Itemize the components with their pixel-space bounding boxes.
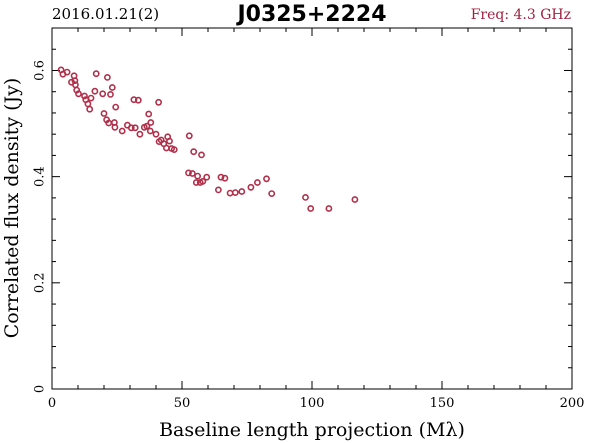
data-point xyxy=(351,196,359,203)
x-tick-label: 100 xyxy=(300,396,325,411)
data-point xyxy=(214,186,222,194)
data-point xyxy=(226,189,234,197)
data-point xyxy=(147,119,155,126)
x-axis-label: Baseline length projection (Mλ) xyxy=(159,419,465,441)
data-point xyxy=(194,172,201,180)
plot-frame xyxy=(51,27,573,390)
chart-title: J0325+2224 xyxy=(235,2,386,27)
data-point xyxy=(268,190,276,197)
data-point xyxy=(217,173,225,181)
data-point xyxy=(92,70,100,78)
data-point xyxy=(71,77,79,84)
data-point xyxy=(100,110,108,117)
data-point xyxy=(127,124,135,132)
data-point xyxy=(63,68,71,76)
data-point xyxy=(190,148,198,156)
data-point xyxy=(99,90,107,98)
y-tick-label: 0.4 xyxy=(33,166,48,187)
data-point xyxy=(104,74,111,81)
data-point xyxy=(134,96,142,104)
data-point xyxy=(131,124,139,132)
data-point xyxy=(166,137,173,145)
data-point xyxy=(185,132,193,140)
data-point xyxy=(198,151,205,159)
data-point xyxy=(75,90,82,98)
x-tick-label: 150 xyxy=(430,396,455,411)
x-tick-label: 50 xyxy=(174,396,191,411)
data-point xyxy=(199,177,207,185)
data-point xyxy=(86,105,94,113)
data-point xyxy=(238,188,246,195)
data-point xyxy=(221,174,229,182)
data-point xyxy=(91,87,99,95)
data-point xyxy=(107,91,114,98)
data-point xyxy=(105,119,113,127)
data-point xyxy=(325,205,333,212)
data-point xyxy=(146,127,154,135)
data-point xyxy=(307,205,315,212)
x-tick-label: 200 xyxy=(560,396,585,411)
tick-labels: 0 50 100 150 200 0 0.2 0.4 0.6 xyxy=(33,60,585,411)
data-point xyxy=(118,127,126,135)
observation-date: 2016.01.21(2) xyxy=(52,5,159,23)
y-tick-label: 0.2 xyxy=(33,272,48,293)
data-point xyxy=(143,122,151,130)
data-point xyxy=(203,173,211,181)
data-point xyxy=(81,92,88,100)
data-point xyxy=(185,169,192,177)
y-tick-label: 0 xyxy=(33,385,48,393)
y-tick-label: 0.6 xyxy=(33,60,48,81)
data-point xyxy=(111,123,119,131)
data-point xyxy=(231,189,239,196)
data-point xyxy=(302,193,309,201)
data-point xyxy=(170,146,178,153)
data-point xyxy=(152,130,160,138)
data-point xyxy=(188,170,196,177)
data-points xyxy=(57,66,359,212)
data-point xyxy=(136,130,144,138)
data-point xyxy=(162,144,170,152)
axis-ticks xyxy=(51,27,573,390)
data-point xyxy=(87,94,95,102)
data-point xyxy=(247,183,255,191)
data-point xyxy=(108,84,116,91)
data-point xyxy=(72,81,79,89)
data-point xyxy=(84,100,92,108)
y-axis-label: Correlated flux density (Jy) xyxy=(1,78,23,339)
data-point xyxy=(263,175,270,183)
data-point xyxy=(192,179,200,186)
frequency-label: Freq: 4.3 GHz xyxy=(471,7,571,23)
data-point xyxy=(155,98,162,106)
data-point xyxy=(112,103,120,111)
x-tick-label: 0 xyxy=(48,396,56,411)
data-point xyxy=(145,110,153,118)
data-point xyxy=(253,179,261,186)
